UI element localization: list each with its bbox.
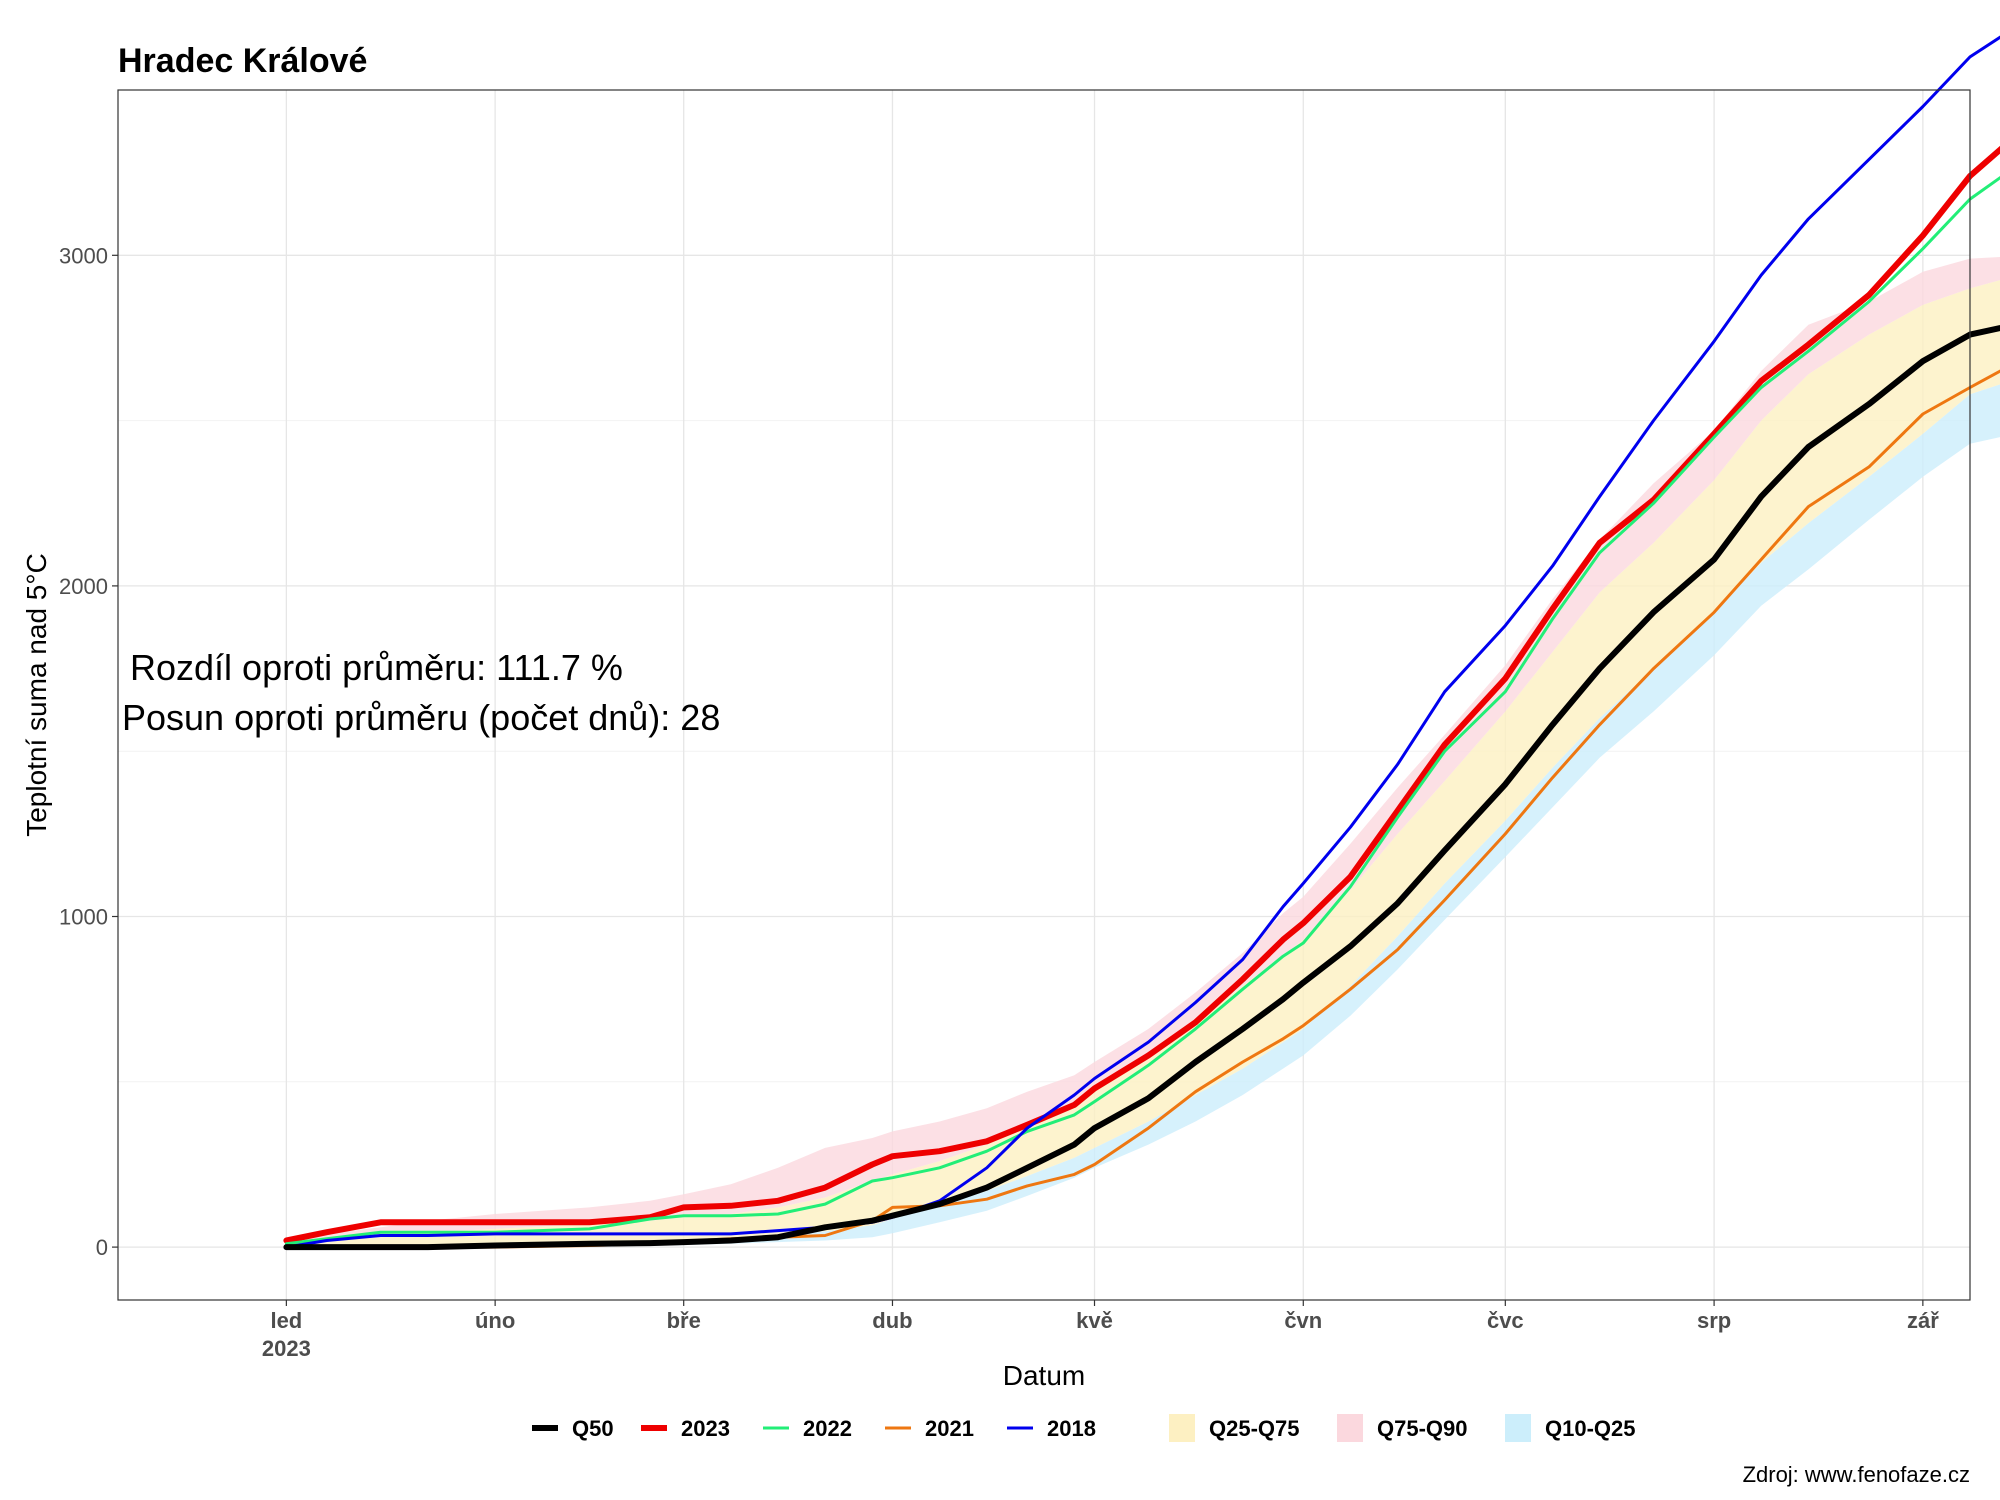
x-tick-label: bře [667,1308,701,1333]
series-line-2023 [283,145,2000,1244]
x-axis-label: Datum [1003,1360,1085,1391]
x-tick-label: čvc [1487,1308,1524,1333]
legend-label: 2023 [681,1416,730,1441]
y-tick-label: 3000 [59,243,108,268]
legend-label: Q75-Q90 [1377,1416,1468,1441]
x-tick-label: kvě [1076,1308,1113,1333]
legend-label: Q10-Q25 [1545,1416,1636,1441]
legend-key-q75-q90 [1337,1414,1363,1442]
chart-title: Hradec Králové [118,42,367,80]
x-tick-label: srp [1697,1308,1731,1333]
series-line-2018 [284,35,2000,1249]
series-line-2022 [284,175,2000,1246]
y-axis-label: Teplotní suma nad 5°C [21,553,52,837]
x-tick-label: dub [872,1308,912,1333]
x-tick-label: čvn [1284,1308,1322,1333]
legend-label: Q50 [572,1416,614,1441]
plot-border [117,89,1971,1301]
legend-label: 2018 [1047,1416,1096,1441]
x-tick-label: zář [1907,1308,1939,1333]
y-tick-label: 2000 [59,574,108,599]
y-axis: 0 1000 2000 3000 [59,243,118,1260]
legend-label: 2021 [925,1416,974,1441]
y-tick-label: 1000 [59,905,108,930]
x-axis: led 2023 úno bře dub kvě čvn čvc srp zář [262,1300,1939,1361]
legend-label: 2022 [803,1416,852,1441]
x-tick-year-label: 2023 [262,1336,311,1361]
x-tick-label: led [270,1308,302,1333]
legend-label: Q25-Q75 [1209,1416,1300,1441]
legend-key-q25-q75 [1169,1414,1195,1442]
x-tick-label: úno [475,1308,515,1333]
y-tick-label: 0 [96,1235,108,1260]
annotation-difference: Rozdíl oproti průměru: 111.7 % [130,647,623,688]
legend: Q50 2023 2022 2021 2018 Q25-Q75 Q75-Q90 Q10-Q25 [532,1414,1636,1442]
band-q25-q75 [286,280,2000,1248]
series-line-q50 [283,324,2000,1251]
annotation-shift: Posun oproti průměru (počet dnů): 28 [122,697,720,738]
legend-key-q10-q25 [1505,1414,1531,1442]
plot-area [118,35,2000,1300]
source-caption: Zdroj: www.fenofaze.cz [1743,1462,1970,1487]
